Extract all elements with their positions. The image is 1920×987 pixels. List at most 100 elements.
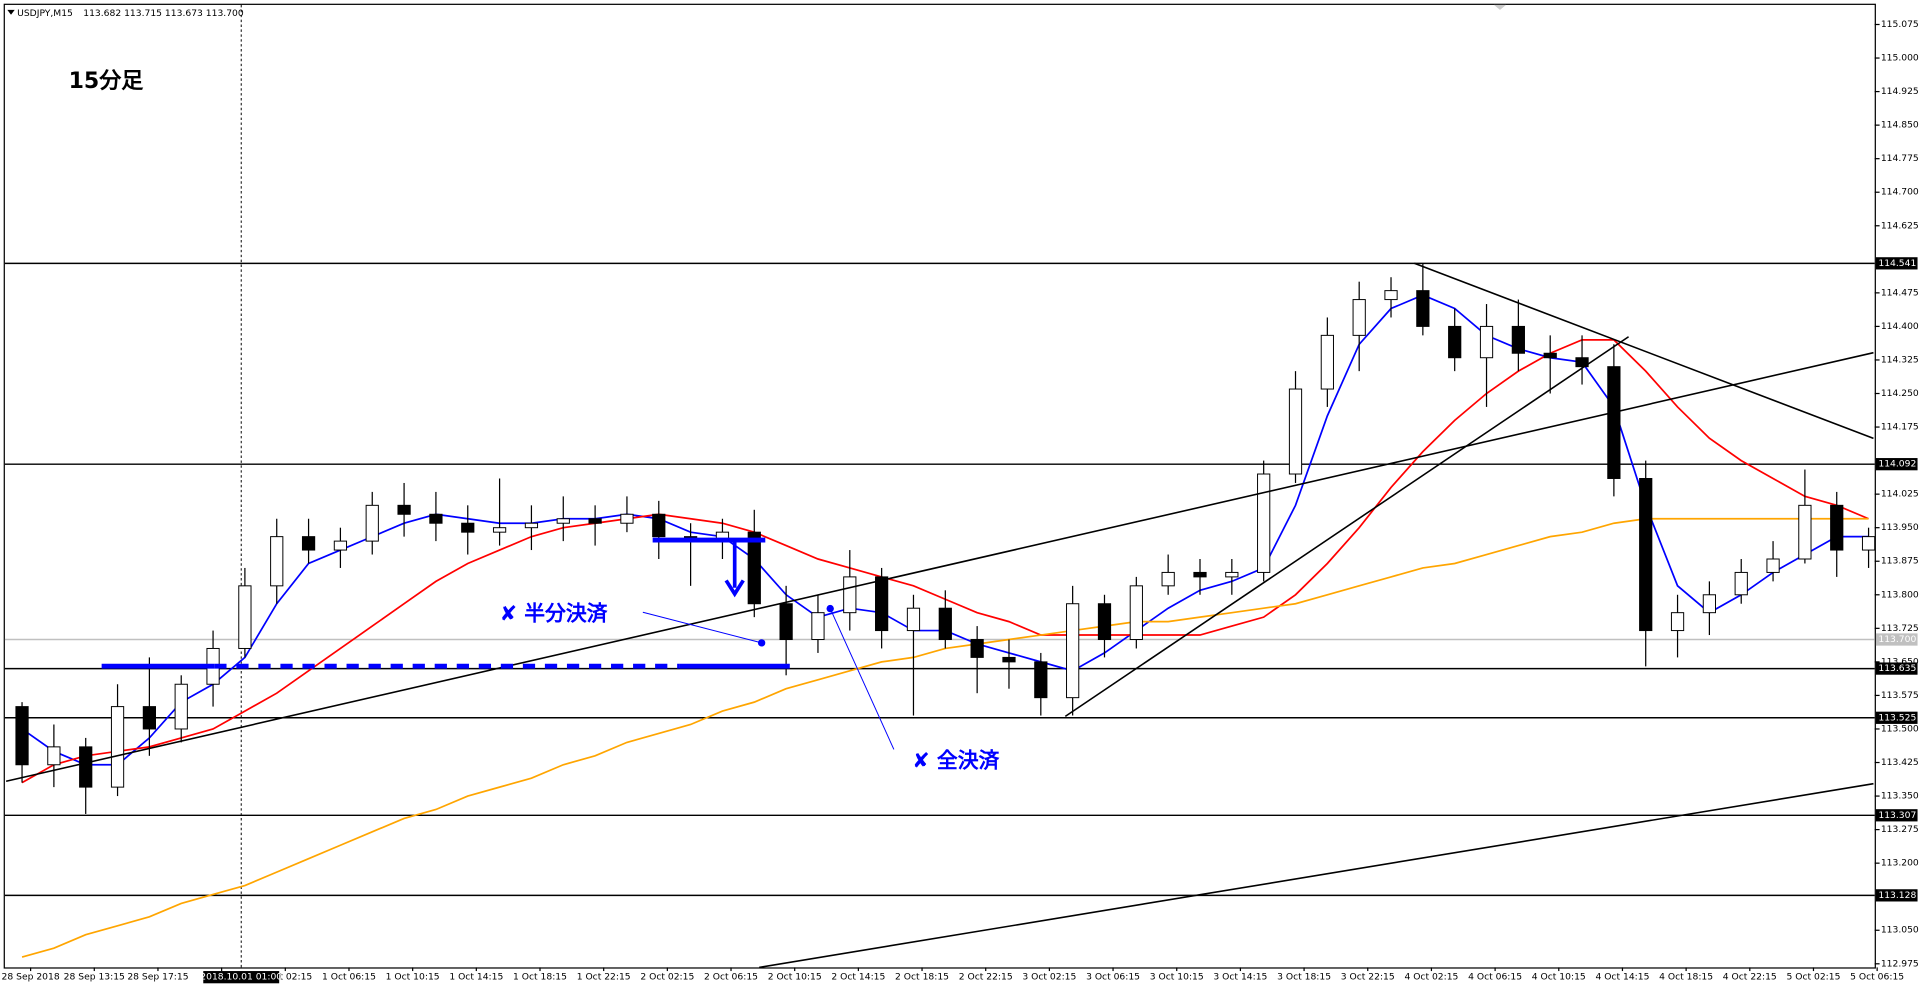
x-tick-label: 3 Oct 02:15 [1022, 972, 1076, 983]
candle-body [142, 706, 156, 730]
candle-body [1448, 325, 1462, 359]
level-label-box [1875, 633, 1918, 646]
level-label: 114.541 [1878, 258, 1916, 269]
y-tick-label: 114.400 [1881, 321, 1919, 332]
candle-body [47, 746, 61, 766]
level-label: 113.700 [1878, 634, 1916, 645]
crosshair-box [203, 971, 280, 984]
candle-body [1002, 656, 1016, 663]
x-tick-label: 4 Oct 22:15 [1723, 972, 1777, 983]
y-tick-label: 113.425 [1881, 757, 1919, 768]
candle-body [1511, 325, 1525, 354]
candle-body [524, 522, 539, 529]
candle-body [492, 527, 507, 533]
x-tick-label: 1 Oct 14:15 [449, 972, 503, 983]
y-tick-label: 114.775 [1881, 153, 1919, 164]
x-tick-label: 28 Sep 13:15 [64, 972, 125, 983]
x-tick-label: 2 Oct 14:15 [831, 972, 885, 983]
plot-frame [3, 3, 1876, 969]
candle-body [747, 531, 761, 605]
x-tick-label: 1 Oct 18:15 [513, 972, 567, 983]
level-label-box [1875, 809, 1918, 822]
x-tick-label: 5 Oct 06:15 [1850, 972, 1904, 983]
y-tick-label: 114.625 [1881, 220, 1919, 231]
y-tick-label: 113.050 [1881, 925, 1919, 936]
arrow-head [724, 579, 745, 598]
candle-body [110, 706, 125, 788]
level-label-box [1875, 257, 1918, 270]
y-tick-label: 112.975 [1881, 958, 1919, 969]
y-tick-label: 114.925 [1881, 86, 1919, 97]
x-tick-label: 4 Oct 06:15 [1468, 972, 1522, 983]
candle-body [429, 513, 443, 524]
candle-body [811, 612, 825, 641]
level-label-box [1875, 458, 1918, 471]
y-tick-label: 113.275 [1881, 824, 1919, 835]
x-tick-label: 1 Oct 02:15 [258, 972, 312, 983]
drawings [5, 262, 1874, 969]
y-tick-label: 114.700 [1881, 187, 1919, 198]
candle-body [1766, 558, 1780, 573]
x-tick-label: 28 Sep 17:15 [127, 972, 188, 983]
level-label: 113.635 [1878, 663, 1916, 674]
candle-body [1193, 571, 1207, 578]
y-tick-label: 114.325 [1881, 354, 1919, 365]
x-tick-label: 3 Oct 18:15 [1277, 972, 1331, 983]
moving-average [21, 517, 1869, 958]
candle-body [1384, 290, 1398, 301]
candle-body [556, 518, 570, 524]
candle-body [1352, 299, 1366, 336]
trend-line [1414, 262, 1874, 440]
x-tick-label: 2 Oct 02:15 [640, 972, 694, 983]
x-tick-label: 2 Oct 18:15 [895, 972, 949, 983]
candle-body [397, 504, 411, 515]
candle-body [174, 683, 188, 730]
x-tick-label: 5 Oct 02:15 [1786, 972, 1840, 983]
candle-body [938, 607, 952, 641]
level-label: 114.092 [1878, 459, 1916, 470]
trend-line [1064, 336, 1630, 718]
candle-body [1320, 334, 1334, 390]
candle-body [1734, 571, 1748, 596]
candle-body [1639, 478, 1653, 632]
y-tick-label: 113.725 [1881, 623, 1919, 634]
candle-body [301, 536, 316, 551]
y-tick-label: 114.250 [1881, 388, 1919, 399]
candle-body [875, 576, 889, 632]
candle-body [1702, 594, 1717, 614]
candle-body [1575, 357, 1589, 368]
candle-body [1543, 352, 1557, 359]
candle-body [1161, 571, 1175, 587]
x-tick-label: 3 Oct 14:15 [1213, 972, 1267, 983]
y-tick-label: 113.500 [1881, 723, 1919, 734]
y-tick-label: 114.850 [1881, 120, 1919, 131]
candle-body [652, 513, 666, 538]
candle-body [270, 536, 284, 587]
candle-body [1416, 290, 1430, 327]
candle-body [588, 518, 602, 524]
trend-line [759, 782, 1874, 969]
candle-body [333, 540, 348, 551]
x-tick-label: 1 Oct 06:15 [322, 972, 376, 983]
x-tick-label: 4 Oct 02:15 [1404, 972, 1458, 983]
x-tick-label: 1 Oct 22:15 [577, 972, 631, 983]
full-exit-note: ✘ 全決済 [912, 749, 999, 773]
candle-body [1034, 661, 1048, 699]
candle-body [1257, 473, 1271, 573]
candle-body [1861, 536, 1876, 551]
trend-line [5, 351, 1874, 783]
half-exit-note: ✘ 半分決済 [500, 602, 608, 626]
axes: 112.975 113.050 113.200 113.275 113.350 113.4… [2, 19, 1919, 984]
exit-point [757, 639, 766, 647]
marks [4, 262, 1876, 958]
level-label-box [1875, 662, 1918, 675]
x-tick-label: 2 Oct 06:15 [704, 972, 758, 983]
x-tick-label: 4 Oct 14:15 [1595, 972, 1649, 983]
y-tick-label: 113.200 [1881, 858, 1919, 869]
candle-body [1607, 366, 1621, 479]
menu-triangle [7, 9, 15, 15]
y-tick-label: 113.950 [1881, 522, 1919, 533]
